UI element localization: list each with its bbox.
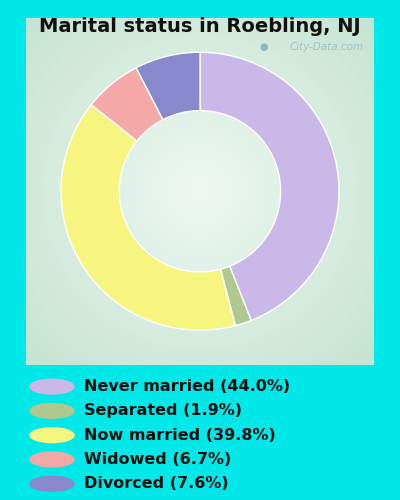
Circle shape — [36, 28, 364, 355]
Circle shape — [20, 12, 380, 371]
Circle shape — [0, 0, 400, 439]
Circle shape — [68, 60, 332, 323]
Circle shape — [100, 92, 300, 291]
Circle shape — [152, 144, 248, 239]
Circle shape — [104, 96, 296, 287]
Circle shape — [28, 20, 372, 363]
Circle shape — [0, 0, 400, 407]
Text: Now married (39.8%): Now married (39.8%) — [84, 428, 276, 442]
Wedge shape — [220, 266, 251, 326]
Circle shape — [72, 64, 328, 319]
Wedge shape — [91, 68, 163, 141]
Circle shape — [0, 0, 400, 435]
Circle shape — [192, 184, 208, 199]
Circle shape — [160, 152, 240, 231]
Circle shape — [92, 84, 308, 299]
Circle shape — [0, 0, 400, 471]
Circle shape — [0, 0, 400, 479]
Text: Separated (1.9%): Separated (1.9%) — [84, 404, 242, 418]
Circle shape — [44, 36, 356, 347]
Circle shape — [168, 160, 232, 223]
Circle shape — [0, 0, 400, 419]
Text: Divorced (7.6%): Divorced (7.6%) — [84, 476, 229, 492]
Circle shape — [30, 404, 74, 418]
Circle shape — [148, 140, 252, 243]
Text: Widowed (6.7%): Widowed (6.7%) — [84, 452, 231, 467]
Circle shape — [112, 104, 288, 279]
Circle shape — [0, 0, 400, 415]
Circle shape — [4, 0, 396, 387]
Circle shape — [8, 0, 392, 383]
Circle shape — [108, 100, 292, 283]
Circle shape — [188, 180, 212, 203]
Circle shape — [0, 0, 400, 431]
Circle shape — [16, 8, 384, 375]
Circle shape — [0, 0, 400, 451]
Circle shape — [164, 156, 236, 227]
Circle shape — [172, 164, 228, 219]
Circle shape — [0, 0, 400, 487]
Circle shape — [156, 148, 244, 235]
Circle shape — [40, 32, 360, 351]
Circle shape — [0, 0, 400, 459]
Circle shape — [88, 80, 312, 303]
Text: ●: ● — [259, 42, 268, 52]
Circle shape — [12, 4, 388, 379]
Wedge shape — [200, 52, 339, 320]
Circle shape — [0, 0, 400, 447]
Circle shape — [56, 48, 344, 335]
Circle shape — [140, 132, 260, 251]
Wedge shape — [61, 104, 236, 330]
Wedge shape — [136, 52, 200, 120]
Circle shape — [30, 476, 74, 491]
Text: Marital status in Roebling, NJ: Marital status in Roebling, NJ — [39, 18, 361, 36]
Circle shape — [196, 188, 204, 195]
Circle shape — [0, 0, 400, 443]
Circle shape — [0, 0, 400, 427]
Circle shape — [48, 40, 352, 343]
Circle shape — [0, 0, 400, 467]
Circle shape — [176, 168, 224, 215]
Circle shape — [0, 0, 400, 475]
Circle shape — [184, 176, 216, 207]
Circle shape — [80, 72, 320, 311]
Circle shape — [0, 0, 400, 455]
Circle shape — [52, 44, 348, 339]
Circle shape — [60, 52, 340, 331]
Circle shape — [0, 0, 400, 395]
Circle shape — [128, 120, 272, 263]
Circle shape — [64, 56, 336, 327]
Circle shape — [96, 88, 304, 295]
Text: City-Data.com: City-Data.com — [289, 42, 363, 52]
Circle shape — [124, 116, 276, 267]
Circle shape — [132, 124, 268, 259]
Circle shape — [120, 112, 280, 271]
Circle shape — [84, 76, 316, 307]
Text: Never married (44.0%): Never married (44.0%) — [84, 379, 290, 394]
Circle shape — [0, 0, 400, 403]
Circle shape — [30, 428, 74, 442]
Circle shape — [0, 0, 400, 399]
Circle shape — [116, 108, 284, 275]
Circle shape — [0, 0, 400, 411]
Circle shape — [0, 0, 400, 423]
Circle shape — [144, 136, 256, 247]
Circle shape — [180, 172, 220, 211]
Circle shape — [136, 128, 264, 255]
Circle shape — [0, 0, 400, 391]
Circle shape — [0, 0, 400, 463]
Circle shape — [0, 0, 400, 483]
Circle shape — [32, 24, 368, 359]
Circle shape — [30, 452, 74, 467]
Circle shape — [30, 379, 74, 394]
Circle shape — [76, 68, 324, 315]
Circle shape — [24, 16, 376, 367]
